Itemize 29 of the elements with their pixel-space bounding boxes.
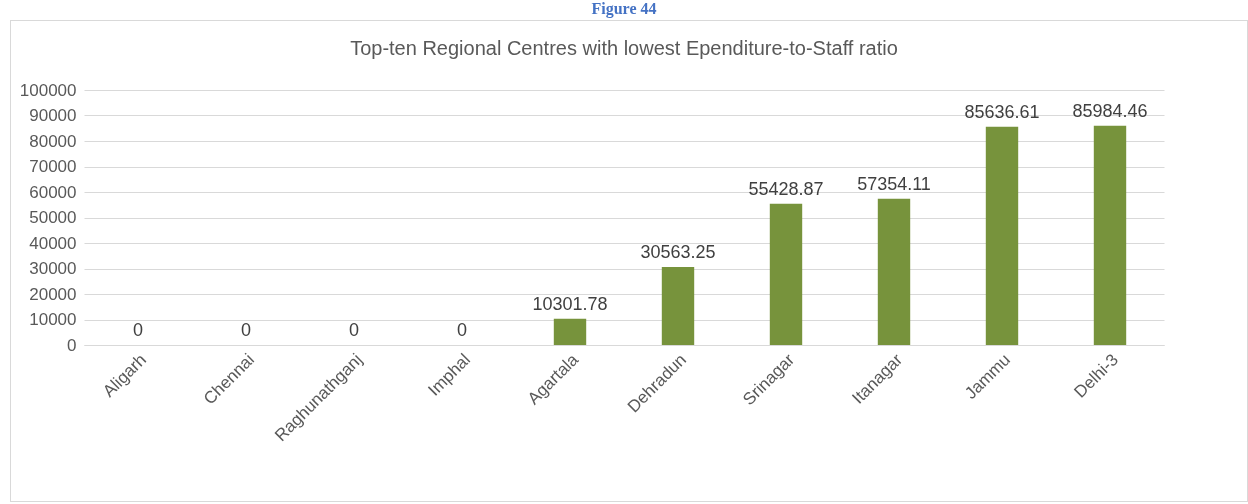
data-label: 30563.25 [640,242,716,263]
data-label: 57354.11 [857,173,931,194]
data-label: 85984.46 [1072,100,1148,121]
data-label: 0 [240,320,252,340]
y-tick-label: 30000 [29,259,77,278]
y-tick-label: 10000 [29,310,77,329]
chart-title: Top-ten Regional Centres with lowest Ependiture-to-Staff ratio [350,37,898,59]
y-tick-label: 100000 [19,80,77,100]
bar [553,318,587,345]
data-label: 10301.78 [532,293,608,314]
y-tick-label: 70000 [29,157,77,176]
data-label: 55428.87 [748,178,824,199]
y-tick-label: 50000 [29,208,77,227]
caption: Figure 44 [591,0,657,17]
y-tick-label: 20000 [29,284,77,304]
bar [769,203,803,345]
y-tick-label: 0 [67,335,77,355]
y-tick-label: 80000 [29,131,77,151]
data-label: 0 [456,320,468,340]
data-label: 0 [132,320,144,340]
bar [877,198,911,345]
y-tick-label: 90000 [29,106,77,125]
data-label: 0 [348,320,360,340]
y-tick-label: 60000 [29,182,77,202]
bar [661,267,695,345]
y-tick-label: 40000 [29,233,77,253]
bar [985,126,1019,345]
data-label: 85636.61 [964,101,1040,122]
bar [1093,125,1127,345]
